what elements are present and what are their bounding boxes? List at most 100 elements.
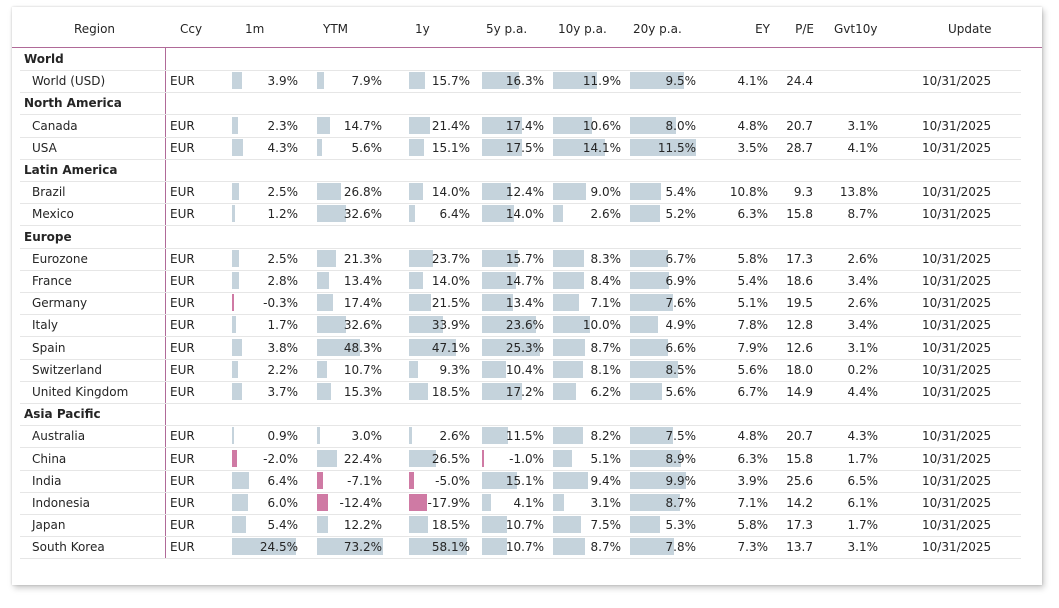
table-row[interactable]: India EUR 6.4% -7.1% -5.0% 15.1% 9.4% 9.9% 3.9% 2… [20,470,1021,493]
bar-y1 [409,427,412,445]
value-ytm: 32.6% [343,207,382,222]
bar-y10 [553,360,583,378]
value-y1: 18.5% [431,385,470,399]
bar-y5 [482,72,520,90]
value-m1: 3.8% [267,340,299,355]
gvt10y-cell: 6.1% [847,496,879,510]
table-row[interactable]: Australia EUR 0.9% 3.0% 2.6% 11.5% 8.2% 7.5% 4.8… [20,425,1021,449]
value-ytm: 17.4% [343,296,382,311]
column-header-ytm[interactable]: YTM [323,22,349,36]
bar-y10 [553,272,585,289]
table-row[interactable]: Switzerland EUR 2.2% 10.7% 9.3% 10.4% 8.1% 8.5%… [20,359,1021,382]
gvt10y-cell: 13.8% [839,185,878,200]
table-row[interactable]: Mexico EUR 1.2% 32.6% 6.4% 14.0% 2.6% 5.2% 6.3% 1… [20,203,1021,227]
currency-cell: EUR [170,207,195,222]
value-y10: 14.1% [582,140,621,155]
value-y1: 15.1% [431,140,470,155]
bar-y20 [630,471,687,489]
value-y20: 6.9% [665,274,697,288]
bar-ytm [317,316,347,334]
bar-y10 [553,471,588,489]
group-row[interactable]: Latin America [20,159,1021,182]
group-row[interactable]: North America [20,92,1021,116]
table-row[interactable]: Brazil EUR 2.5% 26.8% 14.0% 12.4% 9.0% 5.4% 10.8… [20,181,1021,205]
gvt10y-cell: 1.7% [847,451,879,466]
bar-ytm [317,205,347,223]
table-row[interactable]: USA EUR 4.3% 5.6% 15.1% 17.5% 14.1% 11.5% 3.5% 28… [20,137,1021,160]
table-row[interactable]: Canada EUR 2.3% 14.7% 21.4% 17.4% 10.6% 8.0% 4.8… [20,115,1021,138]
region-cell: Germany [32,296,88,311]
table-row[interactable]: United Kingdom EUR 3.7% 15.3% 18.5% 17.2% 6.2%… [20,381,1021,404]
value-y1: 18.5% [431,518,470,533]
bar-y20 [630,516,661,534]
bar-y1 [409,72,425,90]
bar-ytm [317,471,324,489]
currency-cell: EUR [170,340,195,355]
value-ytm: 14.7% [343,118,382,133]
table-row[interactable]: Indonesia EUR 6.0% -12.4% -17.9% 4.1% 3.1% 8.7%… [20,492,1021,515]
pe-cell: 14.9 [786,385,813,399]
value-y20: 5.2% [665,207,697,222]
column-header-gvt10y[interactable]: Gvt10y [834,22,878,36]
value-ytm: 22.4% [343,451,382,466]
group-row[interactable]: Asia Pacific [20,403,1021,427]
pe-cell: 20.7 [786,118,813,133]
value-y5: 11.5% [505,429,544,444]
value-y20: 8.9% [665,451,697,466]
gvt10y-cell: 4.1% [847,140,879,155]
table-row[interactable]: Japan EUR 5.4% 12.2% 18.5% 10.7% 7.5% 5.3% 5.8% 1… [20,514,1021,538]
pe-cell: 9.3 [793,185,813,200]
value-m1: 2.5% [267,185,299,200]
bar-m1 [232,72,243,90]
column-header-region[interactable]: Region [73,22,116,36]
region-cell: Eurozone [32,251,88,266]
group-row[interactable]: World [20,48,1021,71]
region-cell: USA [32,140,57,155]
ey-cell: 6.3% [737,207,769,222]
bar-y1 [409,494,427,511]
column-header-20y-p-a[interactable]: 20y p.a. [633,22,682,36]
value-y20: 7.6% [665,296,697,311]
value-m1: -0.3% [263,296,298,311]
table-row[interactable]: Spain EUR 3.8% 48.3% 47.1% 25.3% 8.7% 6.6% 7.9% 1… [20,337,1021,360]
ey-cell: 5.4% [737,274,769,288]
column-header-1m[interactable]: 1m [245,22,265,36]
bar-y10 [553,294,580,312]
table-row[interactable]: Germany EUR -0.3% 17.4% 21.5% 13.4% 7.1% 7.6% 5.… [20,292,1021,316]
column-header-ccy[interactable]: Ccy [180,22,203,36]
pe-cell: 15.8 [786,451,813,466]
bar-y1 [409,471,414,489]
currency-cell: EUR [170,118,195,133]
value-y5: 12.4% [505,185,544,200]
pe-cell: 13.7 [786,540,813,555]
value-y10: 5.1% [590,451,622,466]
table-row[interactable]: South Korea EUR 24.5% 73.2% 58.1% 10.7% 8.7% 7.… [20,536,1021,560]
bar-y10 [553,449,572,467]
table-row[interactable]: Italy EUR 1.7% 32.6% 33.9% 23.6% 10.0% 4.9% 7.8%… [20,314,1021,338]
value-y1: 2.6% [439,429,471,444]
bar-ytm [317,449,338,467]
bar-ytm [317,360,327,378]
bar-y1 [409,249,433,267]
table-row[interactable]: France EUR 2.8% 13.4% 14.0% 14.7% 8.4% 6.9% 5.4%… [20,270,1021,293]
update-cell: 10/31/2025 [922,118,992,133]
value-y5: 16.3% [505,74,544,89]
column-header-5y-p-a[interactable]: 5y p.a. [486,22,528,36]
column-header-p-e[interactable]: P/E [795,22,814,36]
column-header-update[interactable]: Update [948,22,992,36]
update-cell: 10/31/2025 [922,362,992,377]
table-row[interactable]: China EUR -2.0% 22.4% 26.5% -1.0% 5.1% 8.9% 6.3%… [20,448,1021,471]
value-y1: 26.5% [431,451,470,466]
table-row[interactable]: Eurozone EUR 2.5% 21.3% 23.7% 15.7% 8.3% 6.7% 5.… [20,248,1021,271]
gvt10y-cell: 2.6% [847,296,879,311]
bar-m1 [232,538,296,556]
value-ytm: 32.6% [343,318,382,333]
column-header-10y-p-a[interactable]: 10y p.a. [558,22,607,36]
bar-y5 [482,516,507,534]
group-row[interactable]: Europe [20,226,1021,249]
bar-y10 [553,338,586,356]
column-header-ey[interactable]: EY [755,22,770,36]
column-header-1y[interactable]: 1y [415,22,430,36]
table-row[interactable]: World (USD) EUR 3.9% 7.9% 15.7% 16.3% 11.9% 9.5… [20,70,1021,94]
bar-y5 [482,449,485,467]
